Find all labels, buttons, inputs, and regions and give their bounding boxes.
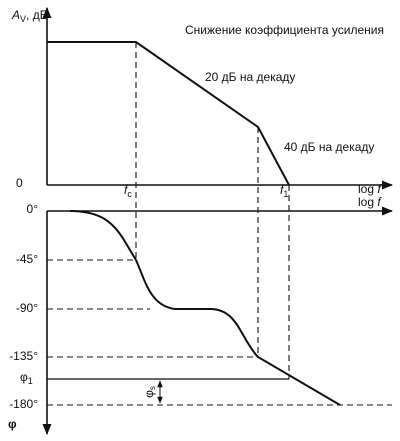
zero-label: 0 bbox=[16, 176, 23, 190]
tick-label: -90° bbox=[16, 301, 38, 315]
tick-label: -135° bbox=[9, 349, 38, 363]
gain-curve bbox=[47, 41, 290, 186]
tick-label: 0° bbox=[27, 202, 39, 216]
top-y-label: AV, дБ bbox=[11, 8, 48, 24]
top-x-label: log f bbox=[358, 182, 382, 196]
bottom-x-label: log f bbox=[358, 195, 382, 209]
phis-label: φs bbox=[142, 386, 157, 398]
slope1-label: 20 дБ на декаду bbox=[205, 70, 295, 84]
title: Снижение коэффициента усиления bbox=[185, 23, 384, 37]
phase-curve bbox=[69, 210, 341, 406]
slope2-label: 40 дБ на декаду bbox=[284, 140, 374, 154]
phi-axis-label: φ bbox=[8, 417, 17, 431]
fc-label: fc bbox=[124, 183, 132, 199]
f1-label: f1 bbox=[280, 183, 288, 199]
tick-label: -45° bbox=[16, 252, 38, 266]
phi1-label: φ1 bbox=[20, 370, 33, 386]
tick-label: -180° bbox=[9, 397, 38, 411]
